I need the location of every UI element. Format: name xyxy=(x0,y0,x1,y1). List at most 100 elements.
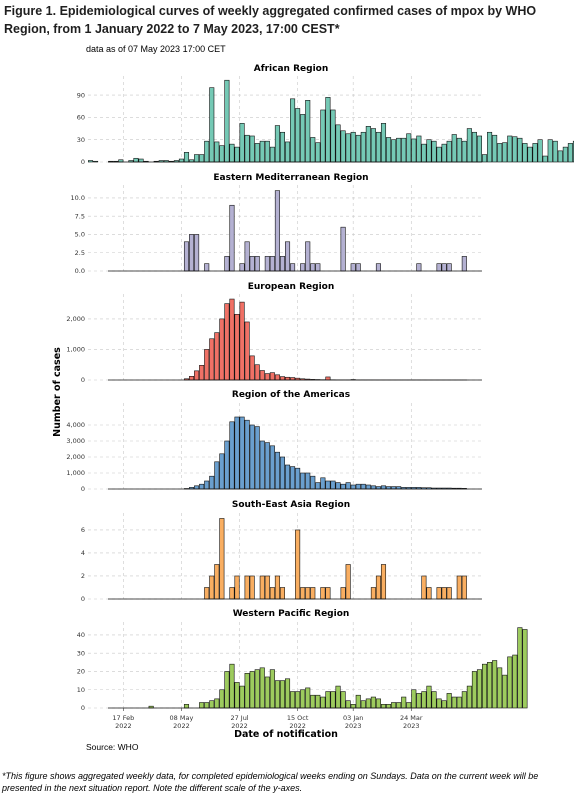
x-axis-title: Date of notification xyxy=(234,729,338,740)
bar xyxy=(380,123,387,163)
bar xyxy=(204,702,210,709)
bar xyxy=(340,130,346,163)
bar xyxy=(244,134,250,163)
bar xyxy=(269,372,275,381)
figure-title: Figure 1. Epidemiological curves of week… xyxy=(4,4,537,36)
bar xyxy=(183,152,190,163)
bar xyxy=(269,587,275,600)
bar xyxy=(375,698,381,709)
bar xyxy=(229,663,235,709)
bar xyxy=(456,575,462,600)
bar xyxy=(269,445,275,490)
bar xyxy=(300,472,306,490)
bar xyxy=(219,453,225,490)
bar xyxy=(330,480,336,490)
y-tick-label: 4 xyxy=(81,549,85,557)
bar xyxy=(461,140,467,163)
bar xyxy=(421,575,427,600)
panel-south-east-asia-region: South-East Asia Region 0 2 4 6 xyxy=(81,500,482,603)
bar xyxy=(325,480,331,490)
panel-region-of-the-americas: Region of the Americas 0 1,000 2,000 3,000 4,… xyxy=(66,390,482,493)
bar xyxy=(138,158,144,163)
bar xyxy=(214,141,220,163)
bar xyxy=(507,656,513,709)
bar xyxy=(471,671,477,709)
x-tick-label: 08 May xyxy=(170,714,194,722)
bar xyxy=(259,370,265,381)
bar xyxy=(239,685,245,709)
bar xyxy=(517,627,523,709)
bar xyxy=(396,702,402,709)
bar xyxy=(340,691,346,709)
bar xyxy=(345,564,351,600)
bar xyxy=(562,146,568,163)
footnote: *This figure shows aggregated weekly dat… xyxy=(2,771,539,793)
bar xyxy=(209,700,215,709)
bar xyxy=(295,108,301,163)
bar xyxy=(254,669,260,709)
panel-title: Western Pacific Region xyxy=(233,609,350,619)
bar xyxy=(279,376,286,381)
panel-african-region: African Region 0 30 60 90 xyxy=(77,64,574,166)
bar xyxy=(214,461,220,490)
bar xyxy=(492,134,498,163)
bar xyxy=(305,100,311,163)
bar xyxy=(264,140,270,163)
bar xyxy=(350,131,356,163)
bar xyxy=(497,667,503,709)
bar xyxy=(451,134,457,163)
bar xyxy=(406,702,412,709)
bar xyxy=(224,671,230,709)
bar xyxy=(436,587,442,600)
bar xyxy=(426,685,432,709)
bar xyxy=(310,587,316,600)
bar xyxy=(406,133,412,163)
bar xyxy=(547,139,553,163)
bar xyxy=(497,143,503,163)
bar xyxy=(315,142,321,163)
bar xyxy=(330,109,336,163)
bar xyxy=(209,575,215,600)
bar xyxy=(264,575,270,600)
bar xyxy=(229,204,235,272)
bar xyxy=(502,142,508,163)
bar xyxy=(290,691,296,709)
bar xyxy=(386,137,392,163)
bar xyxy=(300,689,306,709)
bar xyxy=(229,587,235,600)
bar xyxy=(466,685,472,709)
y-tick-label: 1,000 xyxy=(66,346,85,354)
bar xyxy=(365,484,371,490)
bar xyxy=(249,671,255,709)
bar xyxy=(204,263,210,272)
bar xyxy=(254,143,260,163)
bar xyxy=(194,234,200,272)
bar xyxy=(234,682,240,709)
bar xyxy=(310,137,316,163)
x-tick-year: 2022 xyxy=(289,722,306,730)
bar xyxy=(219,145,225,163)
bar xyxy=(507,135,513,163)
bar xyxy=(224,440,230,490)
y-tick-label: 2,000 xyxy=(66,453,85,461)
bar xyxy=(380,564,387,600)
bar xyxy=(199,483,205,490)
bar xyxy=(183,704,190,709)
panel-eastern-mediterranean-region: Eastern Mediterranean Region 0.0 2.5 5.0 7.5… xyxy=(71,173,482,275)
bar xyxy=(315,263,321,272)
x-tick-label: 24 Mar xyxy=(400,714,423,722)
bar xyxy=(178,158,184,163)
bar xyxy=(466,128,472,163)
bar xyxy=(204,349,210,381)
bar xyxy=(254,364,260,381)
bar xyxy=(239,263,245,272)
bar xyxy=(355,134,361,163)
bar xyxy=(234,314,240,381)
bar xyxy=(199,702,205,709)
bar xyxy=(557,150,563,163)
bar xyxy=(88,160,94,163)
bar xyxy=(487,131,493,163)
bar xyxy=(567,143,573,163)
bar xyxy=(199,154,205,163)
